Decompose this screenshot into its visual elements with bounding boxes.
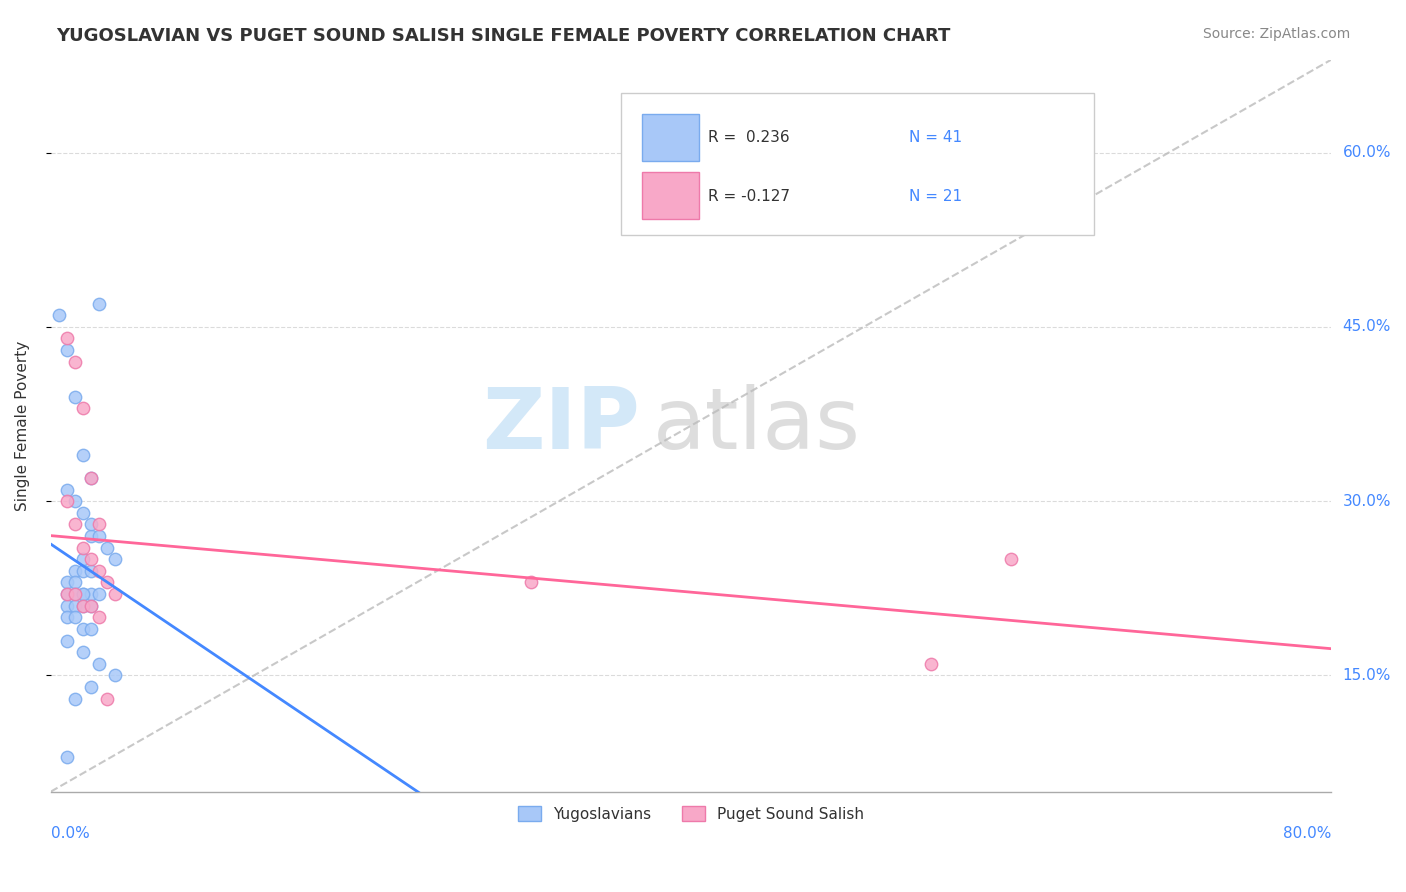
Point: [63, 564, 86, 578]
Point: [56, 575, 79, 590]
Point: [520, 575, 543, 590]
Point: [56, 331, 79, 345]
Text: ZIP: ZIP: [482, 384, 640, 467]
Point: [104, 668, 127, 682]
Point: [56, 587, 79, 601]
Point: [80, 471, 103, 485]
Point: [56, 343, 79, 357]
Point: [96, 575, 118, 590]
Text: N = 21: N = 21: [908, 189, 962, 204]
Text: 60.0%: 60.0%: [1343, 145, 1391, 160]
Point: [63, 517, 86, 532]
Point: [920, 657, 942, 671]
Point: [72, 564, 94, 578]
Text: 45.0%: 45.0%: [1343, 319, 1391, 334]
Point: [72, 645, 94, 659]
Point: [80, 517, 103, 532]
Point: [87, 517, 110, 532]
Point: [48, 308, 70, 322]
Legend: Yugoslavians, Puget Sound Salish: Yugoslavians, Puget Sound Salish: [512, 799, 870, 828]
Point: [80, 599, 103, 613]
Point: [104, 587, 127, 601]
Point: [72, 599, 94, 613]
Point: [56, 610, 79, 624]
Point: [63, 575, 86, 590]
Point: [87, 587, 110, 601]
Point: [104, 552, 127, 566]
Point: [72, 506, 94, 520]
Text: atlas: atlas: [652, 384, 860, 467]
Point: [63, 610, 86, 624]
Point: [56, 749, 79, 764]
Point: [87, 296, 110, 310]
Text: 30.0%: 30.0%: [1343, 493, 1391, 508]
Text: YUGOSLAVIAN VS PUGET SOUND SALISH SINGLE FEMALE POVERTY CORRELATION CHART: YUGOSLAVIAN VS PUGET SOUND SALISH SINGLE…: [56, 27, 950, 45]
Text: Source: ZipAtlas.com: Source: ZipAtlas.com: [1202, 27, 1350, 41]
Point: [56, 599, 79, 613]
Point: [80, 680, 103, 694]
Point: [63, 691, 86, 706]
Point: [96, 541, 118, 555]
Point: [63, 354, 86, 368]
Point: [72, 401, 94, 416]
Point: [87, 610, 110, 624]
Text: 80.0%: 80.0%: [1284, 826, 1331, 841]
Point: [63, 599, 86, 613]
Point: [87, 529, 110, 543]
Point: [56, 633, 79, 648]
Point: [72, 541, 94, 555]
Text: 15.0%: 15.0%: [1343, 668, 1391, 683]
Point: [56, 483, 79, 497]
Point: [80, 471, 103, 485]
Point: [1000, 552, 1022, 566]
Point: [80, 552, 103, 566]
Point: [87, 657, 110, 671]
Text: R =  0.236: R = 0.236: [707, 130, 789, 145]
Point: [80, 564, 103, 578]
Text: N = 41: N = 41: [908, 130, 962, 145]
FancyBboxPatch shape: [620, 93, 1094, 235]
Point: [87, 564, 110, 578]
Point: [96, 691, 118, 706]
Point: [63, 587, 86, 601]
Point: [80, 622, 103, 636]
Point: [72, 622, 94, 636]
Point: [80, 587, 103, 601]
Point: [72, 587, 94, 601]
Point: [72, 552, 94, 566]
FancyBboxPatch shape: [643, 172, 699, 219]
Point: [63, 390, 86, 404]
Point: [56, 587, 79, 601]
Point: [80, 529, 103, 543]
Point: [63, 494, 86, 508]
Text: R = -0.127: R = -0.127: [707, 189, 790, 204]
Y-axis label: Single Female Poverty: Single Female Poverty: [15, 341, 30, 511]
Text: 0.0%: 0.0%: [51, 826, 90, 841]
Point: [63, 587, 86, 601]
Point: [80, 599, 103, 613]
Point: [72, 448, 94, 462]
Point: [72, 599, 94, 613]
Point: [56, 494, 79, 508]
Point: [72, 587, 94, 601]
FancyBboxPatch shape: [643, 114, 699, 161]
